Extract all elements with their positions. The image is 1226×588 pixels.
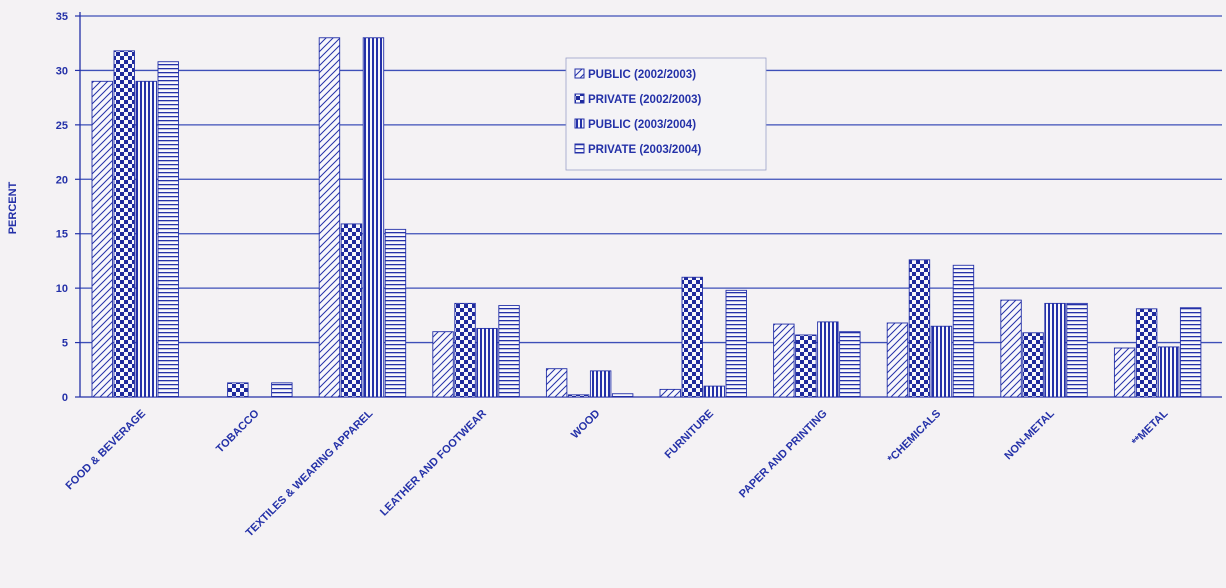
bar bbox=[135, 80, 157, 398]
x-tick-label: **METAL bbox=[1130, 407, 1171, 448]
bar bbox=[930, 325, 953, 398]
x-tick-label: FURNITURE bbox=[663, 408, 716, 461]
bar bbox=[703, 385, 725, 398]
bar bbox=[362, 37, 385, 398]
bar bbox=[1022, 332, 1044, 398]
x-tick-label: TOBACCO bbox=[214, 407, 262, 455]
x-tick-label: TEXTILES & WEARING APPAREL bbox=[244, 407, 376, 539]
bar bbox=[271, 382, 293, 398]
legend-box bbox=[565, 57, 767, 171]
bar bbox=[839, 331, 861, 398]
y-tick-label: 35 bbox=[56, 11, 68, 23]
bar bbox=[908, 259, 931, 398]
legend-label: PUBLIC (2003/2004) bbox=[588, 119, 696, 131]
legend-label: PUBLIC (2002/2003) bbox=[588, 69, 696, 81]
bar bbox=[589, 370, 612, 398]
bar bbox=[318, 37, 341, 398]
legend-swatch bbox=[574, 93, 585, 104]
bar bbox=[1044, 302, 1066, 398]
bar bbox=[340, 223, 363, 398]
bar bbox=[1135, 308, 1158, 398]
bars bbox=[91, 37, 1202, 398]
y-tick-label: 5 bbox=[62, 338, 68, 350]
bar bbox=[545, 368, 568, 398]
bar bbox=[384, 228, 407, 398]
legend-swatch bbox=[574, 118, 585, 129]
bar bbox=[1157, 346, 1180, 398]
bar bbox=[454, 302, 476, 398]
bar bbox=[567, 394, 590, 398]
legend-label: PRIVATE (2002/2003) bbox=[588, 94, 702, 106]
bar bbox=[1066, 302, 1088, 398]
x-tick-label: NON-METAL bbox=[1002, 407, 1057, 462]
x-tick-label: WOOD bbox=[569, 408, 603, 442]
y-tick-label: 10 bbox=[56, 283, 68, 295]
y-tick-label: 0 bbox=[62, 392, 68, 404]
y-tick-label: 25 bbox=[56, 120, 68, 132]
bar bbox=[91, 80, 113, 398]
bar bbox=[157, 61, 179, 398]
bar bbox=[952, 264, 975, 398]
y-tick-label: 30 bbox=[56, 65, 68, 77]
bar bbox=[611, 393, 634, 398]
bar bbox=[795, 334, 817, 398]
bar bbox=[432, 331, 454, 398]
bar bbox=[817, 321, 839, 398]
x-tick-label: FOOD & BEVERAGE bbox=[64, 408, 149, 493]
bar bbox=[1179, 307, 1202, 398]
legend-label: PRIVATE (2003/2004) bbox=[588, 144, 702, 156]
x-tick-label: PAPER AND PRINTING bbox=[737, 408, 830, 501]
y-tick-label: 20 bbox=[56, 174, 68, 186]
bar bbox=[886, 322, 909, 398]
legend-swatch bbox=[574, 143, 585, 154]
x-tick-label: *CHEMICALS bbox=[886, 408, 944, 466]
legend-swatch bbox=[574, 68, 585, 79]
bar bbox=[227, 382, 249, 398]
bar bbox=[1113, 347, 1136, 398]
bar bbox=[476, 327, 498, 398]
x-tick-label: LEATHER AND FOOTWEAR bbox=[378, 408, 489, 519]
bar bbox=[1000, 299, 1022, 398]
bar bbox=[498, 305, 520, 398]
legend: PUBLIC (2002/2003) PRIVATE (2002/2003) PUB… bbox=[565, 57, 767, 171]
bar bbox=[659, 388, 681, 398]
bar bbox=[113, 50, 135, 398]
y-axis-label: PERCENT bbox=[7, 181, 19, 234]
bar bbox=[725, 289, 747, 398]
y-tick-label: 15 bbox=[56, 229, 68, 241]
bar bbox=[773, 323, 795, 398]
bar bbox=[681, 276, 703, 398]
